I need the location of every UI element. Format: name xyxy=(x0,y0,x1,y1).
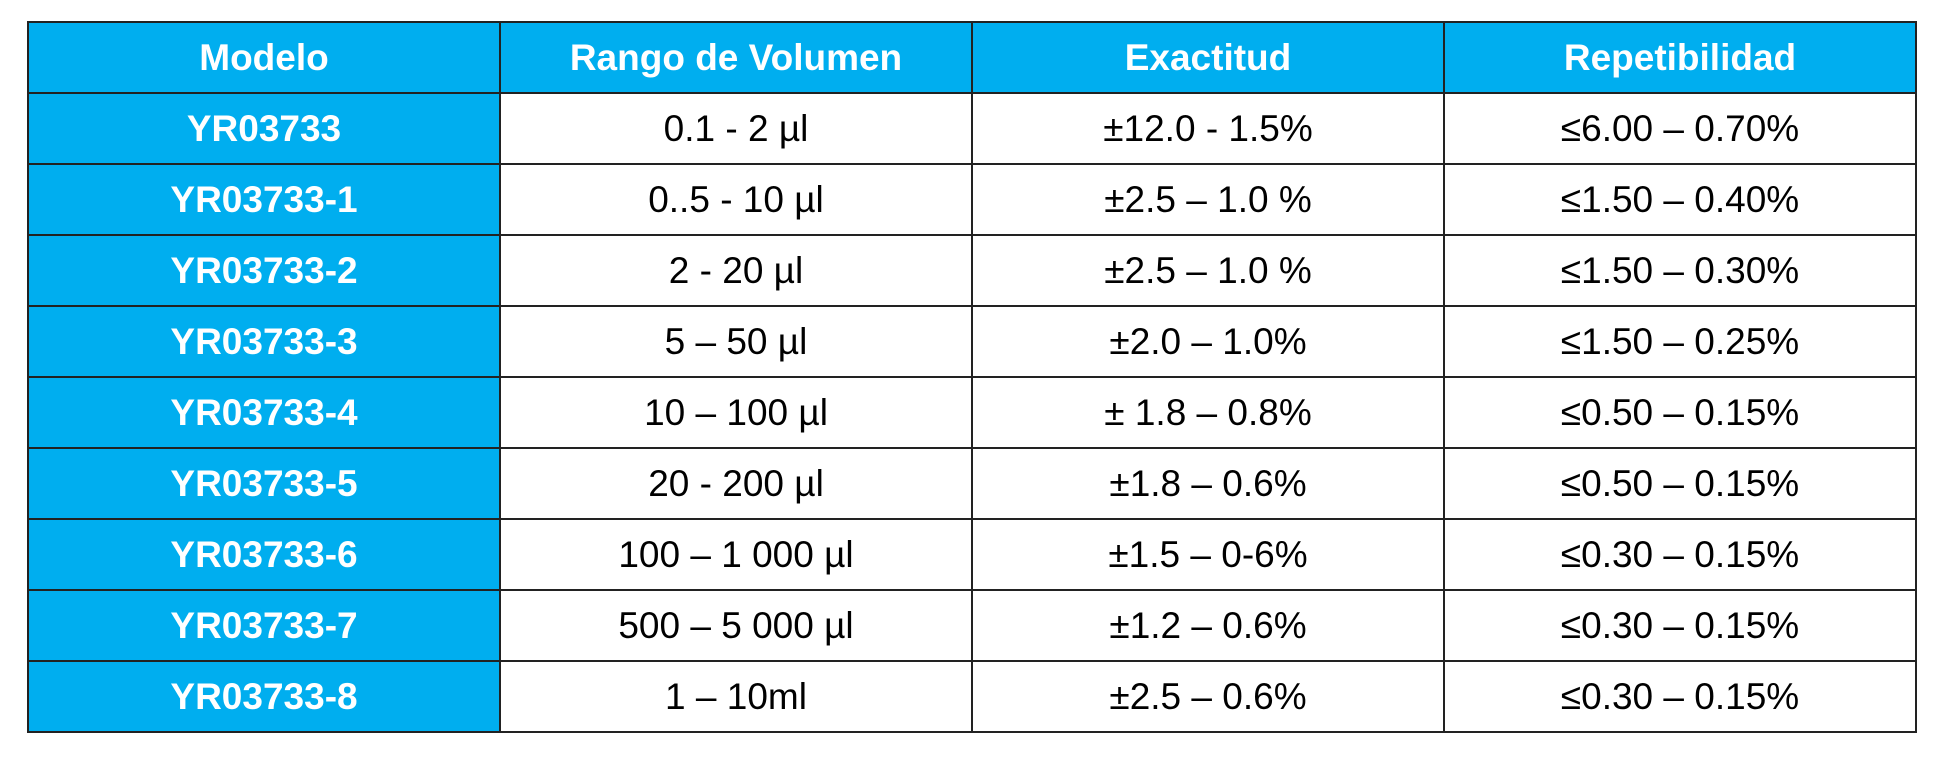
table-row: YR03733-4 10 – 100 µl ± 1.8 – 0.8% ≤0.50 – … xyxy=(27,376,1917,449)
table-row: YR03733-7 500 – 5 000 µl ±1.2 – 0.6% ≤0.30 … xyxy=(27,589,1917,662)
model-cell: YR03733-6 xyxy=(27,518,501,591)
header-row: Modelo Rango de Volumen Exactitud Repetibil… xyxy=(27,21,1917,94)
table-cell: ±1.5 – 0-6% xyxy=(971,518,1445,591)
spec-table-container: Modelo Rango de Volumen Exactitud Repetibil… xyxy=(27,21,1917,733)
table-row: YR03733-3 5 – 50 µl ±2.0 – 1.0% ≤1.50 – 0.2… xyxy=(27,305,1917,378)
model-cell: YR03733-1 xyxy=(27,163,501,236)
model-cell: YR03733-7 xyxy=(27,589,501,662)
table-row: YR03733 0.1 - 2 µl ±12.0 - 1.5% ≤6.00 – 0.7… xyxy=(27,92,1917,165)
model-cell: YR03733 xyxy=(27,92,501,165)
table-cell: 20 - 200 µl xyxy=(499,447,973,520)
table-cell: ±1.8 – 0.6% xyxy=(971,447,1445,520)
model-cell: YR03733-3 xyxy=(27,305,501,378)
model-cell: YR03733-4 xyxy=(27,376,501,449)
table-cell: 0..5 - 10 µl xyxy=(499,163,973,236)
table-cell: ≤0.50 – 0.15% xyxy=(1443,447,1917,520)
table-cell: 500 – 5 000 µl xyxy=(499,589,973,662)
header-cell: Rango de Volumen xyxy=(499,21,973,94)
model-cell: YR03733-8 xyxy=(27,660,501,733)
table-cell: ± 1.8 – 0.8% xyxy=(971,376,1445,449)
table-row: YR03733-8 1 – 10ml ±2.5 – 0.6% ≤0.30 – 0.15… xyxy=(27,660,1917,733)
table-cell: ±1.2 – 0.6% xyxy=(971,589,1445,662)
table-cell: ±12.0 - 1.5% xyxy=(971,92,1445,165)
table-cell: ≤0.30 – 0.15% xyxy=(1443,660,1917,733)
table-cell: 5 – 50 µl xyxy=(499,305,973,378)
model-cell: YR03733-2 xyxy=(27,234,501,307)
header-cell: Repetibilidad xyxy=(1443,21,1917,94)
table-cell: ≤0.30 – 0.15% xyxy=(1443,518,1917,591)
table-row: YR03733-2 2 - 20 µl ±2.5 – 1.0 % ≤1.50 – 0.… xyxy=(27,234,1917,307)
table-cell: 10 – 100 µl xyxy=(499,376,973,449)
table-cell: ≤1.50 – 0.40% xyxy=(1443,163,1917,236)
table-cell: 1 – 10ml xyxy=(499,660,973,733)
table-cell: ±2.5 – 1.0 % xyxy=(971,234,1445,307)
header-cell: Exactitud xyxy=(971,21,1445,94)
table-body: YR03733 0.1 - 2 µl ±12.0 - 1.5% ≤6.00 – 0.7… xyxy=(27,92,1917,733)
table-row: YR03733-5 20 - 200 µl ±1.8 – 0.6% ≤0.50 – 0… xyxy=(27,447,1917,520)
spec-table: Modelo Rango de Volumen Exactitud Repetibil… xyxy=(27,21,1917,733)
table-cell: ±2.5 – 1.0 % xyxy=(971,163,1445,236)
table-row: YR03733-1 0..5 - 10 µl ±2.5 – 1.0 % ≤1.50 –… xyxy=(27,163,1917,236)
table-cell: 0.1 - 2 µl xyxy=(499,92,973,165)
table-cell: 2 - 20 µl xyxy=(499,234,973,307)
model-cell: YR03733-5 xyxy=(27,447,501,520)
table-cell: ±2.5 – 0.6% xyxy=(971,660,1445,733)
table-cell: ≤1.50 – 0.25% xyxy=(1443,305,1917,378)
header-cell: Modelo xyxy=(27,21,501,94)
table-cell: ≤0.30 – 0.15% xyxy=(1443,589,1917,662)
table-cell: ≤6.00 – 0.70% xyxy=(1443,92,1917,165)
table-row: YR03733-6 100 – 1 000 µl ±1.5 – 0-6% ≤0.30 … xyxy=(27,518,1917,591)
table-cell: 100 – 1 000 µl xyxy=(499,518,973,591)
table-cell: ≤1.50 – 0.30% xyxy=(1443,234,1917,307)
table-cell: ±2.0 – 1.0% xyxy=(971,305,1445,378)
table-cell: ≤0.50 – 0.15% xyxy=(1443,376,1917,449)
